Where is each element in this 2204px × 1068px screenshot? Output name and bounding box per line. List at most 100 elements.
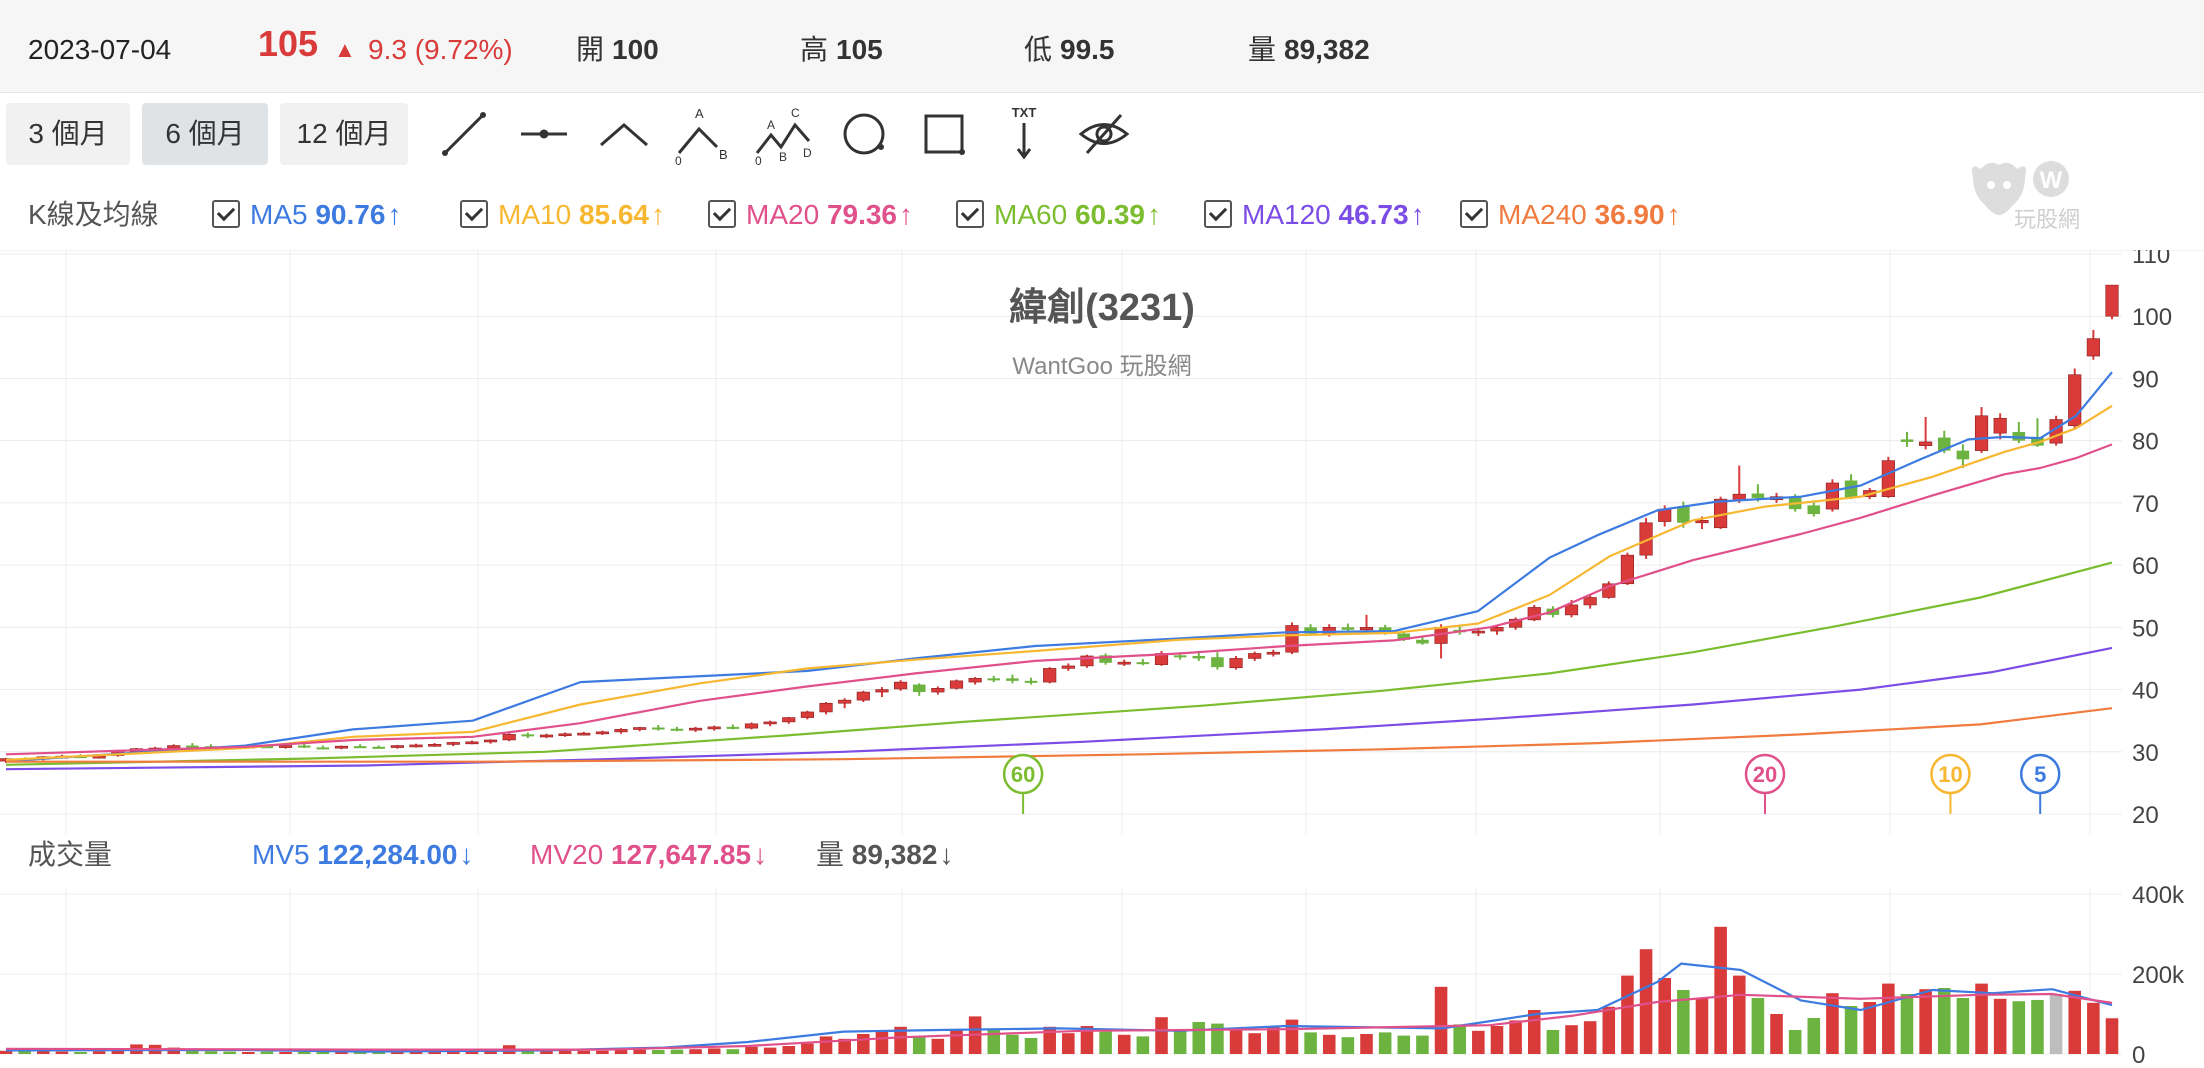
volume-bar bbox=[2049, 994, 2063, 1054]
ray-tool-icon[interactable] bbox=[513, 103, 575, 165]
volume-bar bbox=[1658, 978, 1671, 1054]
volume-bar bbox=[2031, 1000, 2044, 1054]
checkbox-icon[interactable] bbox=[1204, 199, 1232, 228]
volume-bar bbox=[465, 1051, 479, 1054]
volume-bar bbox=[1509, 1020, 1522, 1054]
ma5-line bbox=[5, 371, 2113, 763]
candle-body bbox=[1807, 505, 1821, 515]
candle-body bbox=[800, 711, 814, 718]
angle-tool-icon[interactable] bbox=[593, 103, 655, 165]
checkbox-icon[interactable] bbox=[1460, 199, 1488, 228]
candle-body bbox=[633, 727, 647, 730]
abc-letter-zero: 0 bbox=[675, 154, 682, 165]
volume-bars bbox=[0, 926, 2119, 1054]
abcd-letter-d: D bbox=[803, 146, 812, 160]
ma10-legend[interactable]: MA10 85.64↑ bbox=[460, 192, 665, 238]
volume-bar bbox=[1919, 989, 1932, 1054]
ma120-line bbox=[5, 646, 2113, 771]
price-tick-label: 70 bbox=[2132, 491, 2159, 518]
checkbox-icon[interactable] bbox=[212, 199, 240, 228]
range-12m-button[interactable]: 12 個月 bbox=[280, 103, 408, 165]
candle-body bbox=[446, 742, 460, 745]
line-tool-icon[interactable] bbox=[433, 103, 495, 165]
candle-body bbox=[726, 726, 740, 729]
candle-body bbox=[186, 745, 199, 748]
candle-body bbox=[595, 731, 609, 735]
candle-body bbox=[819, 702, 833, 713]
candle-body bbox=[409, 744, 423, 748]
volume-bar bbox=[279, 1052, 292, 1054]
watermark-text: 玩股網 bbox=[2014, 207, 2080, 232]
volume-bar bbox=[2068, 990, 2082, 1054]
volume-bar bbox=[1136, 1036, 1150, 1054]
rect-tool-icon[interactable] bbox=[913, 103, 975, 165]
wantgoo-watermark: W 玩股網 bbox=[1965, 155, 2095, 240]
volume-bar bbox=[111, 1049, 125, 1054]
volume-bar bbox=[1844, 1006, 1858, 1054]
candle-body bbox=[428, 744, 442, 747]
quote-high: 105 bbox=[836, 34, 883, 65]
ma60-line bbox=[5, 561, 2113, 766]
volume-bar bbox=[2087, 1002, 2100, 1054]
volume-bar bbox=[1304, 1032, 1317, 1054]
volume-bar bbox=[260, 1051, 274, 1054]
range-3m-button[interactable]: 3 個月 bbox=[6, 103, 130, 165]
volume-bar bbox=[391, 1051, 404, 1054]
candle-body bbox=[390, 745, 404, 748]
candle-body bbox=[1620, 554, 1635, 585]
ma20-legend[interactable]: MA20 79.36↑ bbox=[708, 192, 913, 238]
volume-bar bbox=[1285, 1019, 1299, 1054]
candle-body bbox=[2031, 436, 2044, 446]
checkbox-icon[interactable] bbox=[708, 199, 736, 228]
ma-marker-5: 5 bbox=[2019, 753, 2061, 814]
volume-bar bbox=[763, 1047, 777, 1054]
ma120-legend[interactable]: MA120 46.73↑ bbox=[1204, 192, 1425, 238]
volume-bar bbox=[1173, 1030, 1187, 1054]
volume-bar bbox=[1080, 1026, 1094, 1054]
candle-body bbox=[558, 733, 572, 737]
hide-drawings-icon[interactable] bbox=[1073, 103, 1135, 165]
checkbox-icon[interactable] bbox=[956, 199, 984, 228]
candle-body bbox=[1583, 597, 1597, 606]
price-volume-chart[interactable]: 緯創(3231)WantGoo 玩股網110100908070605040302… bbox=[0, 250, 2204, 1068]
volume-bar bbox=[1732, 975, 1746, 1054]
quote-date: 2023-07-04 bbox=[28, 34, 172, 65]
volume-bar bbox=[74, 1052, 87, 1054]
chart-subtitle: WantGoo 玩股網 bbox=[1012, 353, 1191, 380]
checkbox-icon[interactable] bbox=[460, 199, 488, 228]
volume-bar bbox=[1211, 1023, 1224, 1054]
volume-bar bbox=[316, 1052, 330, 1054]
volume-bar bbox=[1975, 983, 1988, 1054]
ma-marker-20: 20 bbox=[1744, 753, 1786, 814]
quote-open: 100 bbox=[612, 34, 659, 65]
candle-body bbox=[1136, 662, 1150, 665]
marker-label: 20 bbox=[1753, 762, 1777, 787]
volume-bar bbox=[1416, 1035, 1429, 1054]
text-tool-icon[interactable]: TXT bbox=[993, 103, 1055, 165]
volume-bar bbox=[652, 1050, 665, 1054]
abc-pattern-icon[interactable]: A B 0 bbox=[673, 103, 735, 168]
ma60-legend[interactable]: MA60 60.39↑ bbox=[956, 192, 1161, 238]
ma5-legend[interactable]: MA5 90.76↑ bbox=[212, 192, 401, 238]
candle-body bbox=[1956, 450, 1970, 460]
volume-bar bbox=[1695, 998, 1709, 1054]
volume-bar bbox=[782, 1046, 796, 1054]
ma240-legend[interactable]: MA240 36.90↑ bbox=[1460, 192, 1681, 238]
volume-bar bbox=[1099, 1031, 1112, 1054]
circle-tool-icon[interactable] bbox=[833, 103, 895, 165]
abcd-letter-a: A bbox=[767, 118, 775, 132]
candle-body bbox=[521, 734, 535, 737]
range-6m-button[interactable]: 6 個月 bbox=[142, 103, 268, 165]
volume-bar bbox=[242, 1052, 255, 1054]
marker-label: 5 bbox=[2034, 762, 2046, 787]
candle-body bbox=[1471, 630, 1485, 634]
abcd-pattern-icon[interactable]: A C B D 0 bbox=[753, 103, 815, 168]
volume-bar bbox=[1043, 1026, 1056, 1054]
volume-bar bbox=[857, 1034, 870, 1054]
candle-body bbox=[1061, 665, 1075, 669]
candle-body bbox=[1677, 506, 1690, 523]
volume-bar bbox=[1882, 983, 1895, 1054]
candle-body bbox=[502, 734, 516, 741]
candle-body bbox=[1080, 655, 1094, 667]
volume-bar bbox=[2105, 1018, 2119, 1054]
